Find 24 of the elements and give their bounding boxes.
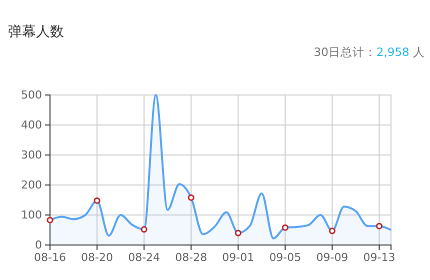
point	[376, 222, 383, 230]
point	[46, 216, 54, 224]
chart-title: 弹幕人数	[8, 24, 64, 40]
y-tick-label: 400	[21, 118, 42, 132]
x-tick-label: 08-28	[175, 250, 208, 264]
x-tick-label: 09-13	[363, 250, 396, 264]
point	[140, 226, 148, 233]
y-tick-label: 200	[21, 178, 42, 192]
x-tick-label: 08-16	[34, 250, 66, 264]
chart-subtitle: 30日总计：2,958 人	[314, 45, 425, 59]
y-tick-label: 500	[21, 88, 42, 102]
point	[234, 230, 242, 236]
x-tick-label: 08-20	[81, 250, 114, 264]
y-tick-label: 0	[35, 238, 42, 252]
x-tick-label: 09-01	[222, 250, 254, 264]
y-tick-label: 300	[21, 148, 42, 162]
x-tick-label: 08-24	[128, 250, 160, 264]
x-tick-label: 09-09	[316, 250, 348, 264]
y-tick-label: 100	[21, 208, 42, 222]
point	[328, 228, 336, 234]
x-tick-label: 09-05	[269, 250, 302, 264]
point	[282, 224, 288, 231]
point	[94, 197, 100, 204]
point	[188, 194, 194, 201]
